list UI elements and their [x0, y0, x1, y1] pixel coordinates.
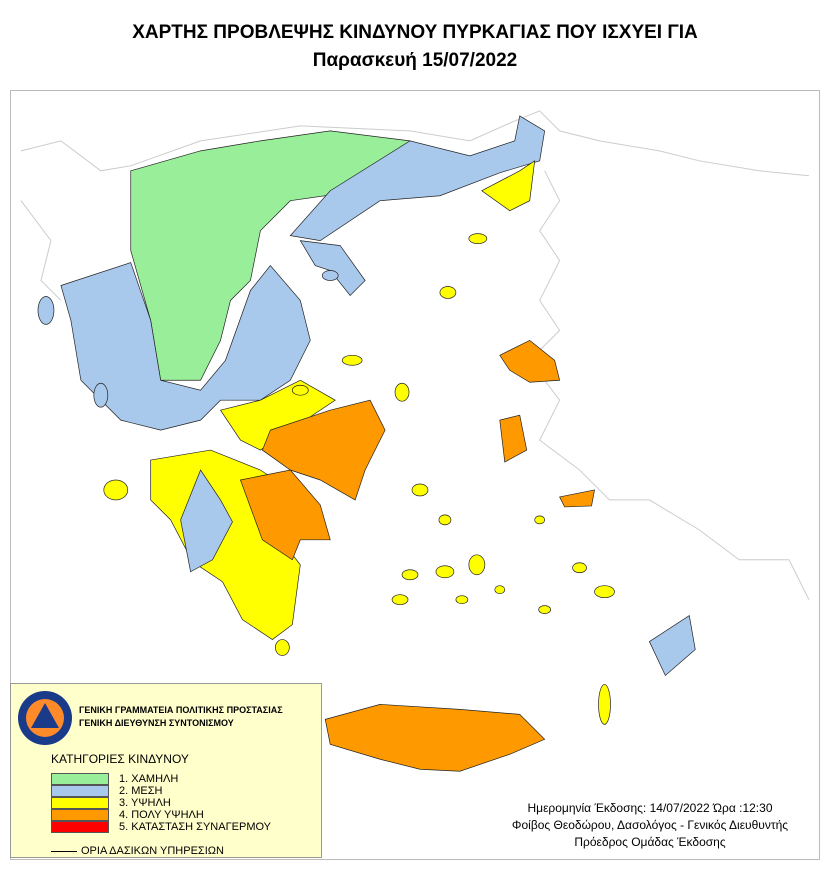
region-medium-chalkidiki: [299, 240, 366, 296]
islands-high: [103, 233, 615, 725]
map-subtitle: Παρασκευή 15/07/2022: [312, 50, 518, 71]
region-medium-west-peloponnese: [180, 469, 233, 573]
issue-role: Πρόεδρος Ομάδας Έκδοσης: [574, 835, 726, 849]
legend-item-medium: 2. ΜΕΣΗ: [51, 785, 162, 797]
org-line-2: ΓΕΝΙΚΗ ΔΙΕΥΘΥΝΣΗ ΣΥΝΤΟΝΙΣΜΟΥ: [79, 718, 234, 728]
region-medium-rhodes: [648, 615, 696, 677]
islands-medium: [37, 270, 339, 408]
region-veryhigh-crete: [324, 704, 546, 772]
map-title: ΧΑΡΤΗΣ ΠΡΟΒΛΕΨΗΣ ΚΙΝΔΥΝΟΥ ΠΥΡΚΑΓΙΑΣ ΠΟΥ …: [132, 22, 698, 43]
region-medium-northeast: [289, 115, 546, 241]
issue-date: Ημερομηνία Έκδοσης: 14/07/2022 Ώρα :12:3…: [527, 801, 773, 815]
region-high-central: [219, 379, 336, 451]
org-line-1: ΓΕΝΙΚΗ ΓΡΑΜΜΑΤΕΙΑ ΠΟΛΙΤΙΚΗΣ ΠΡΟΣΤΑΣΙΑΣ: [79, 705, 283, 715]
issue-author: Φοίβος Θεοδώρου, Δασολόγος - Γενικός Διε…: [511, 818, 789, 832]
civil-protection-logo: [18, 691, 72, 745]
region-veryhigh-lesvos: [499, 339, 561, 383]
issue-info: Ημερομηνία Έκδοσης: 14/07/2022 Ώρα :12:3…: [480, 800, 820, 851]
region-veryhigh-chios: [499, 414, 528, 463]
region-veryhigh-east-peloponnese: [239, 469, 331, 561]
fire-risk-map: [10, 90, 820, 860]
categories-title: ΚΑΤΗΓΟΡΙΕΣ ΚΙΝΔΥΝΟΥ: [51, 752, 189, 766]
legend-item-alarm: 5. ΚΑΤΑΣΤΑΣΗ ΣΥΝΑΓΕΡΜΟΥ: [51, 821, 271, 833]
region-veryhigh-samos: [559, 489, 595, 508]
legend-item-low: 1. ΧΑΜΗΛΗ: [51, 773, 178, 785]
region-veryhigh-attica: [261, 399, 386, 501]
legend-boundary: ΟΡΙΑ ΔΑΣΙΚΩΝ ΥΠΗΡΕΣΙΩΝ: [51, 845, 224, 857]
legend-item-very-high: 4. ΠΟΛΥ ΥΨΗΛΗ: [51, 809, 204, 821]
legend-item-high: 3. ΥΨΗΛΗ: [51, 797, 171, 809]
region-medium-west: [60, 262, 311, 431]
neighbor-borders: [20, 110, 810, 600]
region-high-evros: [481, 160, 536, 212]
legend-panel: ΓΕΝΙΚΗ ΓΡΑΜΜΑΤΕΙΑ ΠΟΛΙΤΙΚΗΣ ΠΡΟΣΤΑΣΙΑΣ Γ…: [10, 683, 322, 858]
